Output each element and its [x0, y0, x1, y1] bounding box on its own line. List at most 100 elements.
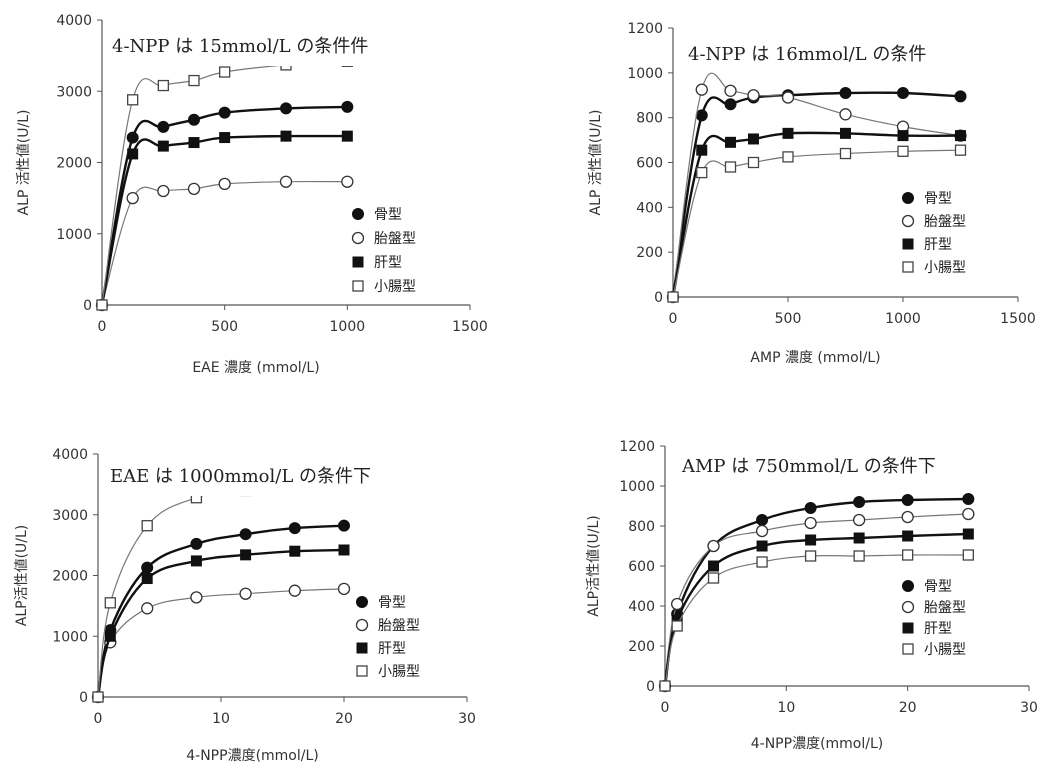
- series-1: [667, 87, 967, 303]
- series-4: [92, 482, 350, 703]
- legend-label: 肝型: [924, 621, 952, 637]
- data-point: [157, 140, 169, 152]
- data-point: [756, 540, 768, 552]
- data-point: [902, 549, 914, 561]
- series-3: [667, 127, 966, 303]
- data-point: [755, 524, 769, 538]
- series-2: [95, 175, 354, 312]
- legend-label: 胎盤型: [924, 214, 966, 230]
- y-tick-label: 0: [79, 690, 88, 706]
- data-point: [141, 602, 154, 615]
- series-3: [96, 130, 353, 311]
- series-1: [92, 519, 350, 703]
- data-point: [897, 87, 909, 100]
- x-tick-label: 500: [775, 311, 802, 327]
- title-background: [104, 458, 438, 496]
- x-tick-label: 30: [1020, 700, 1038, 716]
- chart-2-svg: 0 200 400 600 800 1000 1200 0 500 1000 1500 AMP 濃度 …: [588, 21, 1036, 366]
- data-point: [341, 100, 354, 113]
- y-tick-label: 3000: [52, 508, 88, 524]
- legend-label: 骨型: [924, 579, 952, 595]
- data-point: [804, 502, 817, 514]
- x-tick-label: 0: [94, 711, 103, 727]
- y-tick-label: 400: [628, 599, 655, 615]
- series-4: [667, 144, 967, 303]
- x-tick-label: 10: [212, 711, 230, 727]
- data-point: [104, 597, 116, 609]
- y-axis-label: ALP活性値(U/L): [586, 515, 602, 617]
- data-point: [157, 120, 170, 133]
- legend-marker: [901, 600, 915, 614]
- data-point: [92, 691, 104, 703]
- series-line: [663, 497, 969, 687]
- x-tick-label: 20: [899, 700, 917, 716]
- data-point: [955, 130, 966, 142]
- y-axis-label: ALP活性値(U/L): [14, 525, 30, 627]
- legend-label: 肝型: [374, 255, 402, 271]
- data-point: [288, 522, 301, 535]
- data-point: [962, 528, 974, 540]
- legend-label: 骨型: [378, 595, 406, 611]
- legend-marker: [356, 665, 368, 677]
- data-point: [756, 556, 768, 568]
- data-point: [104, 630, 116, 642]
- data-point: [190, 555, 202, 567]
- legend-marker: [352, 256, 364, 268]
- data-point: [839, 147, 852, 160]
- legend-label: 肝型: [924, 237, 952, 253]
- legend-label: 小腸型: [924, 642, 966, 658]
- legend-label: 胎盤型: [374, 231, 416, 247]
- data-point: [141, 573, 153, 585]
- x-tick-label: 1000: [330, 319, 366, 335]
- x-tick-label: 0: [661, 700, 670, 716]
- data-point: [157, 79, 169, 92]
- x-tick-label: 1500: [452, 319, 488, 335]
- data-point: [337, 582, 351, 596]
- x-tick-label: 0: [669, 311, 678, 327]
- data-point: [805, 534, 817, 546]
- data-point: [289, 545, 301, 557]
- x-axis-label: EAE 濃度 (mmol/L): [192, 360, 319, 376]
- legend-marker: [355, 618, 369, 632]
- series-line: [672, 149, 961, 298]
- data-point: [707, 539, 720, 553]
- series-line: [100, 134, 348, 306]
- data-point: [280, 102, 292, 115]
- series-2: [91, 582, 351, 704]
- chart-title: 4-NPP は 15mmol/L の条件件: [112, 36, 368, 57]
- data-point: [724, 98, 737, 111]
- series-line: [672, 72, 961, 298]
- chart-3-svg: 0 1000 2000 3000 4000 0 10 20 30 4-NPP濃度(mmol/L) A…: [14, 447, 476, 764]
- y-tick-label: 600: [636, 156, 663, 172]
- data-point: [696, 166, 708, 179]
- data-point: [962, 549, 974, 561]
- series-line: [671, 91, 961, 298]
- data-point: [219, 132, 231, 144]
- legend-marker: [902, 261, 914, 273]
- data-point: [341, 130, 353, 142]
- data-point: [748, 133, 759, 145]
- data-point: [839, 87, 852, 100]
- y-tick-label: 1000: [56, 227, 92, 243]
- y-tick-label: 400: [636, 200, 663, 216]
- data-point: [725, 136, 736, 148]
- data-point: [902, 530, 914, 542]
- y-tick-label: 800: [628, 519, 655, 535]
- data-point: [96, 299, 108, 311]
- data-point: [188, 137, 200, 149]
- legend-label: 骨型: [924, 191, 952, 207]
- legend-marker: [902, 580, 914, 592]
- data-point: [239, 528, 252, 541]
- series-line: [663, 532, 969, 687]
- data-point: [804, 516, 817, 530]
- data-point: [695, 109, 708, 122]
- data-point: [781, 91, 795, 104]
- chart-4-svg: 0 200 400 600 800 1000 1200 0 10 20 30 4-NPP濃度(mmol…: [586, 439, 1038, 752]
- data-point: [695, 83, 708, 96]
- y-axis-label: ALP 活性値(U/L): [588, 110, 604, 216]
- series-line: [101, 180, 348, 306]
- data-point: [239, 587, 252, 600]
- title-background: [674, 448, 994, 486]
- data-point: [279, 175, 293, 188]
- series-line: [671, 131, 961, 298]
